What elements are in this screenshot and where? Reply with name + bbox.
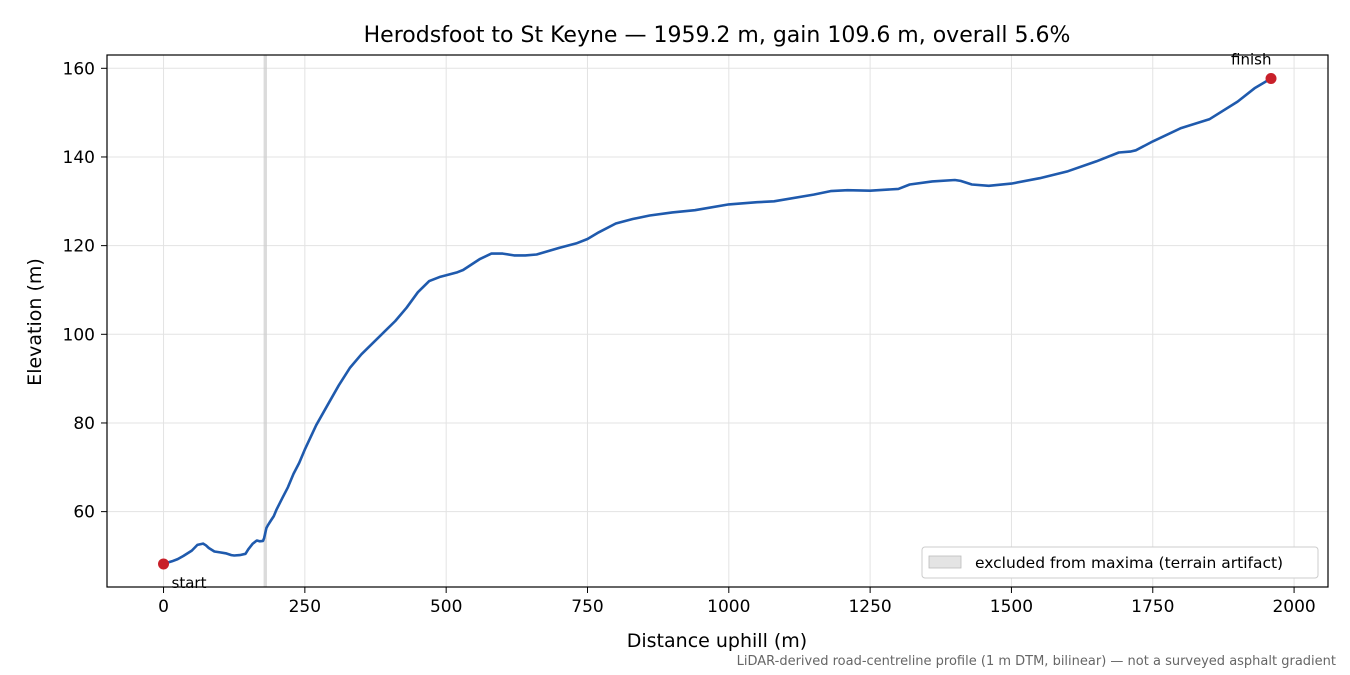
legend-swatch <box>928 555 962 569</box>
legend-box <box>921 546 1319 579</box>
start-marker <box>158 558 170 570</box>
legend-label: excluded from maxima (terrain artifact) <box>975 554 1283 572</box>
y-tick-label: 80 <box>73 414 95 434</box>
ticks: 0 250 500 750 1000 1250 1500 1750 2000 60 80 100 120… <box>63 59 1316 617</box>
y-tick-label: 140 <box>63 148 95 168</box>
y-axis-label: Elevation (m) <box>24 258 46 386</box>
y-tick-label: 160 <box>63 59 95 79</box>
annotations: start finish <box>158 50 1277 592</box>
chart-title: Herodsfoot to St Keyne — 1959.2 m, gain … <box>364 23 1071 48</box>
x-axis-label: Distance uphill (m) <box>627 630 807 652</box>
excluded-span <box>263 55 267 587</box>
x-tick-label: 1750 <box>1131 597 1174 617</box>
grid <box>107 55 1328 587</box>
y-tick-label: 120 <box>63 237 95 257</box>
series-layer <box>162 77 1273 566</box>
elevation-line <box>162 77 1273 566</box>
footnote: LiDAR-derived road-centreline profile (1… <box>737 654 1336 669</box>
finish-marker <box>1265 72 1277 84</box>
legend: excluded from maxima (terrain artifact) <box>921 546 1319 579</box>
x-tick-label: 1250 <box>848 597 891 617</box>
y-tick-label: 60 <box>73 503 95 523</box>
x-tick-label: 1000 <box>707 597 750 617</box>
x-tick-label: 1500 <box>990 597 1033 617</box>
x-tick-label: 750 <box>571 597 603 617</box>
excluded-span-layer <box>263 55 267 587</box>
finish-label: finish <box>1231 50 1271 68</box>
plot-frame <box>106 54 1329 588</box>
x-tick-label: 500 <box>430 597 462 617</box>
x-tick-label: 250 <box>289 597 321 617</box>
start-label: start <box>172 574 207 592</box>
x-tick-label: 2000 <box>1272 597 1315 617</box>
x-tick-label: 0 <box>158 597 169 617</box>
y-tick-label: 100 <box>63 325 95 345</box>
